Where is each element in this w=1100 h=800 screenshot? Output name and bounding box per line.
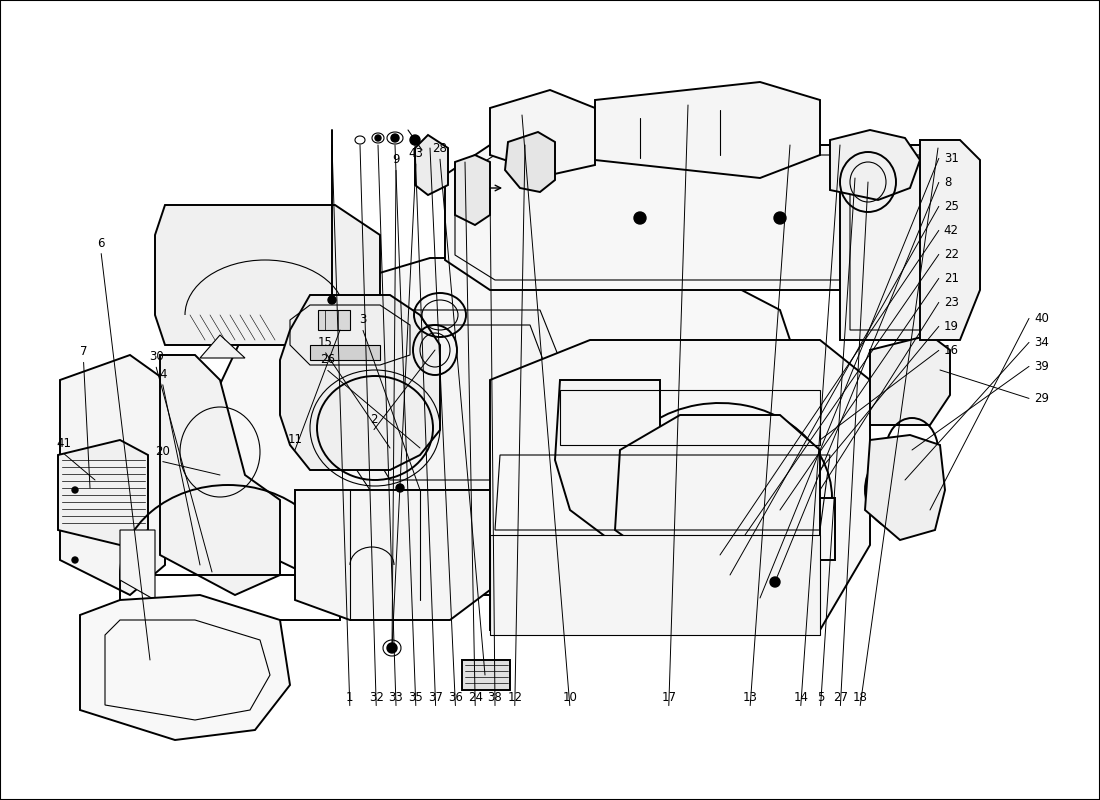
Circle shape [72,487,78,493]
Text: 39: 39 [1034,360,1049,373]
Polygon shape [462,660,510,690]
Text: 1: 1 [346,690,353,704]
Text: 31: 31 [944,152,959,165]
Polygon shape [870,335,950,425]
Text: 40: 40 [1034,312,1049,325]
Text: 2: 2 [371,413,377,426]
Polygon shape [830,130,920,200]
Circle shape [634,212,646,224]
Text: 29: 29 [1034,392,1049,405]
Text: 9: 9 [393,154,399,166]
Polygon shape [280,295,440,470]
Polygon shape [60,355,165,595]
Text: 13: 13 [742,690,758,704]
Polygon shape [120,530,155,600]
Text: 27: 27 [833,690,848,704]
Polygon shape [58,440,148,545]
Text: 33: 33 [388,690,404,704]
Circle shape [390,134,399,142]
Polygon shape [80,595,290,740]
Text: 7: 7 [80,346,87,358]
Polygon shape [155,205,380,345]
Polygon shape [200,335,245,358]
Text: 15: 15 [318,336,333,349]
Text: 35: 35 [408,690,424,704]
Circle shape [774,212,786,224]
Text: 21: 21 [944,272,959,285]
Circle shape [72,557,78,563]
Text: 8: 8 [944,176,952,189]
Circle shape [396,484,404,492]
Text: 17: 17 [661,690,676,704]
Text: 3: 3 [360,314,366,326]
Text: 41: 41 [56,437,72,450]
Text: 26: 26 [320,354,336,366]
Text: 32: 32 [368,690,384,704]
Text: 34: 34 [1034,336,1049,349]
Text: 43: 43 [408,147,424,160]
Text: 28: 28 [432,142,448,155]
Text: 14: 14 [793,690,808,704]
Circle shape [375,135,381,141]
Polygon shape [295,490,490,620]
Polygon shape [318,310,350,330]
Text: 19: 19 [944,320,959,333]
Polygon shape [865,435,945,540]
Text: 4: 4 [160,368,166,381]
Polygon shape [415,135,448,195]
Text: 24: 24 [468,690,483,704]
Circle shape [770,577,780,587]
Text: 20: 20 [155,445,170,458]
Text: 12: 12 [507,690,522,704]
Text: 23: 23 [944,296,959,309]
Polygon shape [490,535,820,635]
Text: 5: 5 [817,690,824,704]
Polygon shape [455,155,490,225]
Polygon shape [446,145,915,290]
Polygon shape [350,310,560,490]
Circle shape [410,135,420,145]
Polygon shape [556,380,660,545]
Text: 25: 25 [944,200,959,213]
Circle shape [387,643,397,653]
Circle shape [328,296,336,304]
Text: 18: 18 [852,690,868,704]
Text: 22: 22 [944,248,959,261]
Polygon shape [310,345,380,360]
Text: 36: 36 [448,690,463,704]
Text: 38: 38 [487,690,503,704]
Text: 37: 37 [428,690,443,704]
Text: 42: 42 [944,224,959,237]
Polygon shape [920,140,980,340]
Polygon shape [214,258,820,595]
Polygon shape [490,340,870,630]
Text: 30: 30 [148,350,164,363]
Polygon shape [505,132,556,192]
Text: 6: 6 [98,237,104,250]
Text: 10: 10 [562,690,578,704]
Polygon shape [490,90,595,175]
Polygon shape [160,355,280,595]
Text: 11: 11 [287,434,303,446]
Text: 16: 16 [944,344,959,357]
Polygon shape [840,145,960,340]
Polygon shape [615,415,820,590]
Polygon shape [595,82,820,178]
